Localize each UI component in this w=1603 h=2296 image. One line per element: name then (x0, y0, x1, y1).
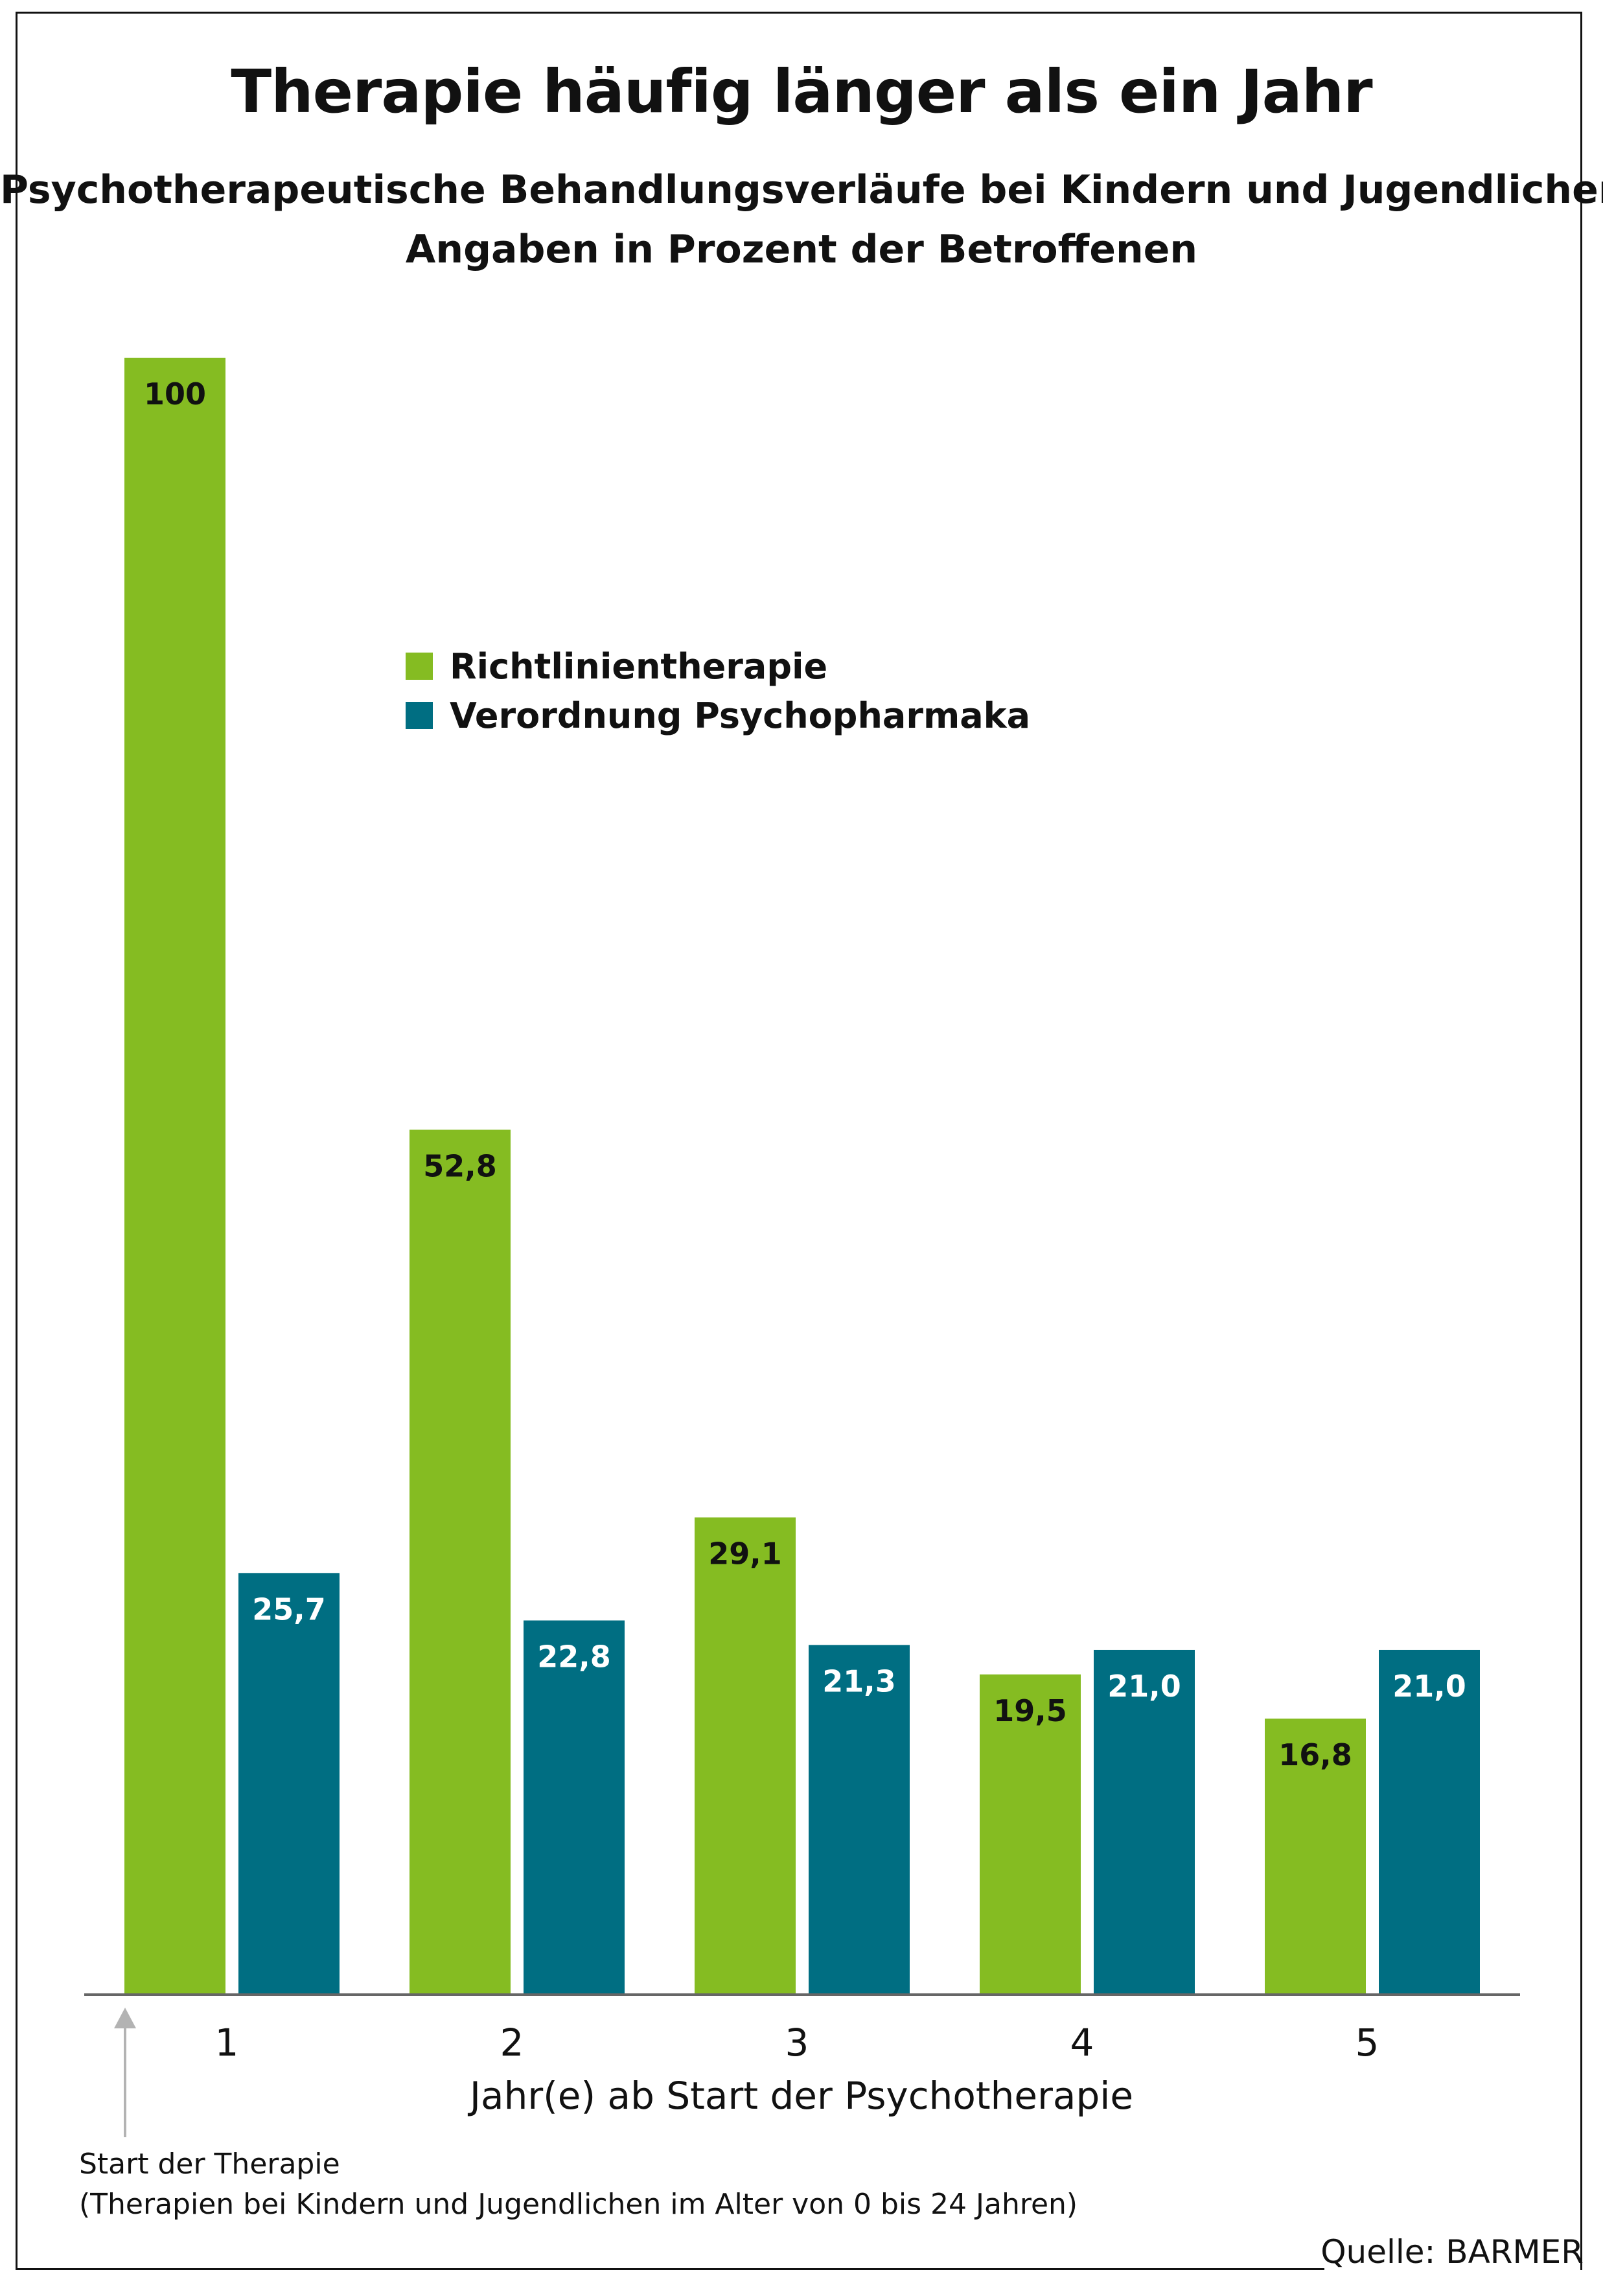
value-label-richtlinientherapie-year-3: 29,1 (708, 1536, 782, 1571)
value-label-richtlinientherapie-year-4: 19,5 (993, 1693, 1067, 1728)
bar-psychopharmaka-year-5 (1379, 1649, 1480, 1993)
chart-title: Therapie häufig länger als ein Jahr (231, 57, 1372, 126)
x-tick-label-4: 4 (1070, 2021, 1094, 2065)
x-tick-label-1: 1 (215, 2021, 239, 2065)
value-label-psychopharmaka-year-4: 21,0 (1107, 1669, 1181, 1704)
value-label-psychopharmaka-year-2: 22,8 (537, 1640, 611, 1675)
bar-psychopharmaka-year-4 (1094, 1649, 1195, 1993)
bars-layer (124, 358, 1480, 1993)
legend: Richtlinientherapie Verordnung Psychopha… (406, 642, 1030, 740)
start-arrow-head (114, 2008, 136, 2028)
legend-swatch-teal (406, 702, 433, 729)
source-credit: Quelle: BARMER (1320, 2233, 1584, 2271)
x-tick-label-3: 3 (785, 2021, 809, 2065)
start-arrow (114, 2008, 136, 2137)
legend-item-psychopharmaka: Verordnung Psychopharmaka (406, 691, 1030, 740)
chart-subtitle-line-1: Psychotherapeutische Behandlungsverläufe… (0, 167, 1603, 213)
value-label-psychopharmaka-year-1: 25,7 (252, 1592, 326, 1627)
legend-label-richtlinientherapie: Richtlinientherapie (450, 645, 828, 687)
legend-label-psychopharmaka: Verordnung Psychopharmaka (450, 695, 1031, 736)
bar-richtlinientherapie-year-3 (695, 1517, 796, 1993)
bar-richtlinientherapie-year-1 (124, 358, 225, 1993)
frame-bottom-line (16, 2268, 1324, 2270)
value-labels-layer: 100 25,7 52,8 22,8 29,1 21,3 19,5 21,0 16,8 21,0 (144, 377, 1466, 1772)
value-label-richtlinientherapie-year-5: 16,8 (1278, 1737, 1352, 1772)
x-tick-label-5: 5 (1355, 2021, 1379, 2065)
bar-psychopharmaka-year-1 (238, 1573, 340, 1993)
value-label-richtlinientherapie-year-2: 52,8 (423, 1148, 497, 1183)
chart-frame (16, 12, 1582, 2270)
start-note: Start der Therapie (79, 2148, 340, 2181)
value-label-richtlinientherapie-year-1: 100 (144, 377, 206, 412)
chart-subtitle-line-2: Angaben in Prozent der Betroffenen (405, 227, 1198, 272)
value-label-psychopharmaka-year-3: 21,3 (822, 1664, 896, 1699)
age-note: (Therapien bei Kindern und Jugendlichen … (79, 2188, 1078, 2221)
bar-richtlinientherapie-year-4 (980, 1674, 1081, 1993)
legend-swatch-green (406, 653, 433, 680)
bar-psychopharmaka-year-3 (809, 1645, 910, 1993)
value-label-psychopharmaka-year-5: 21,0 (1392, 1669, 1466, 1704)
bar-richtlinientherapie-year-5 (1265, 1718, 1366, 1993)
x-tick-labels-layer: 1 2 3 4 5 (215, 2021, 1379, 2065)
bar-psychopharmaka-year-2 (524, 1620, 625, 1993)
bar-richtlinientherapie-year-2 (409, 1130, 511, 1993)
legend-item-richtlinientherapie: Richtlinientherapie (406, 642, 1030, 691)
x-axis-title: Jahr(e) ab Start der Psychotherapie (469, 2074, 1134, 2118)
x-tick-label-2: 2 (500, 2021, 524, 2065)
